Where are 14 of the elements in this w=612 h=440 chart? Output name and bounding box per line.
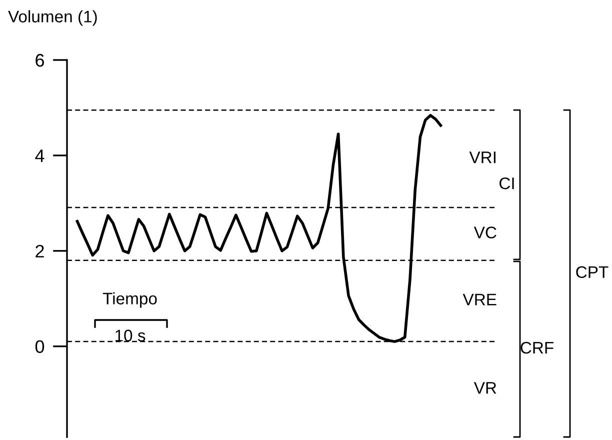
text: VC	[474, 226, 496, 238]
text: CRF	[520, 342, 554, 354]
text: VRI	[469, 152, 496, 164]
text: CPT	[576, 266, 608, 278]
y-tick-label: 0	[35, 340, 44, 354]
annotation: 10 s	[116, 330, 146, 342]
annotation: Tiempo	[102, 292, 157, 308]
y-tick-label: 6	[36, 54, 44, 67]
text: VRE	[462, 294, 496, 306]
y-tick-label: 4	[35, 150, 44, 162]
text: CI	[500, 177, 514, 190]
text: VR	[474, 382, 496, 394]
y-axis-title: Volumen (1)	[8, 10, 97, 26]
y-tick-label: 2	[36, 244, 44, 258]
